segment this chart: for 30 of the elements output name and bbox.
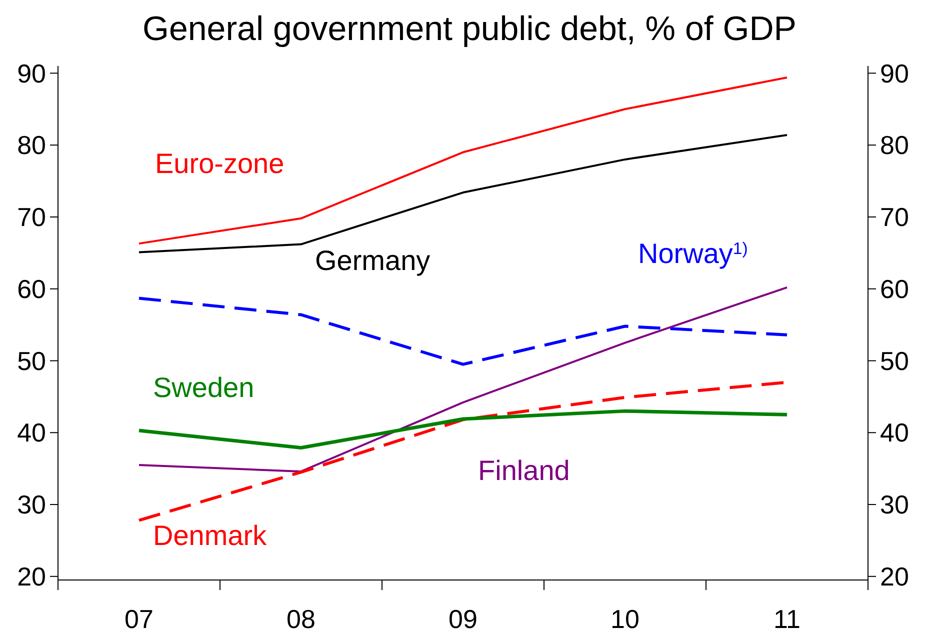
x-tick-label: 11 [774,604,800,632]
y2-tick-label: 30 [880,490,909,520]
series-label: Finland [478,455,570,486]
chart-title: General government public debt, % of GDP [142,10,796,48]
line-series [138,296,788,366]
y2-tick-label: 50 [880,346,909,376]
x-tick-label: 09 [448,604,478,632]
y-tick-label: 70 [17,202,46,232]
line-series [137,409,789,450]
y-tick-label: 60 [17,274,46,304]
y-tick-label: 80 [17,130,46,160]
y-tick-label: 90 [17,58,46,88]
text: Norway$^{1)}$ [638,238,748,269]
y-tick-label: 20 [17,562,46,592]
y2-tick-label: 90 [880,58,909,88]
y2-tick-label: 70 [880,202,909,232]
x-tick-label: 07 [124,604,154,632]
y2-tick-label: 40 [880,418,909,448]
y-tick-label: 30 [17,490,46,520]
x-tick-label: 10 [610,604,640,632]
y-tick-label: 40 [17,418,46,448]
x-tick-label: 08 [286,604,316,632]
y2-tick-label: 20 [880,562,909,592]
y2-tick-label: 80 [880,130,909,160]
y-tick-label: 50 [17,346,46,376]
series-label: Sweden [153,372,254,403]
series-label: Germany [315,245,430,276]
series-label: Euro-zone [155,148,284,179]
series-label: Denmark [153,520,268,551]
y2-tick-label: 60 [880,274,909,304]
